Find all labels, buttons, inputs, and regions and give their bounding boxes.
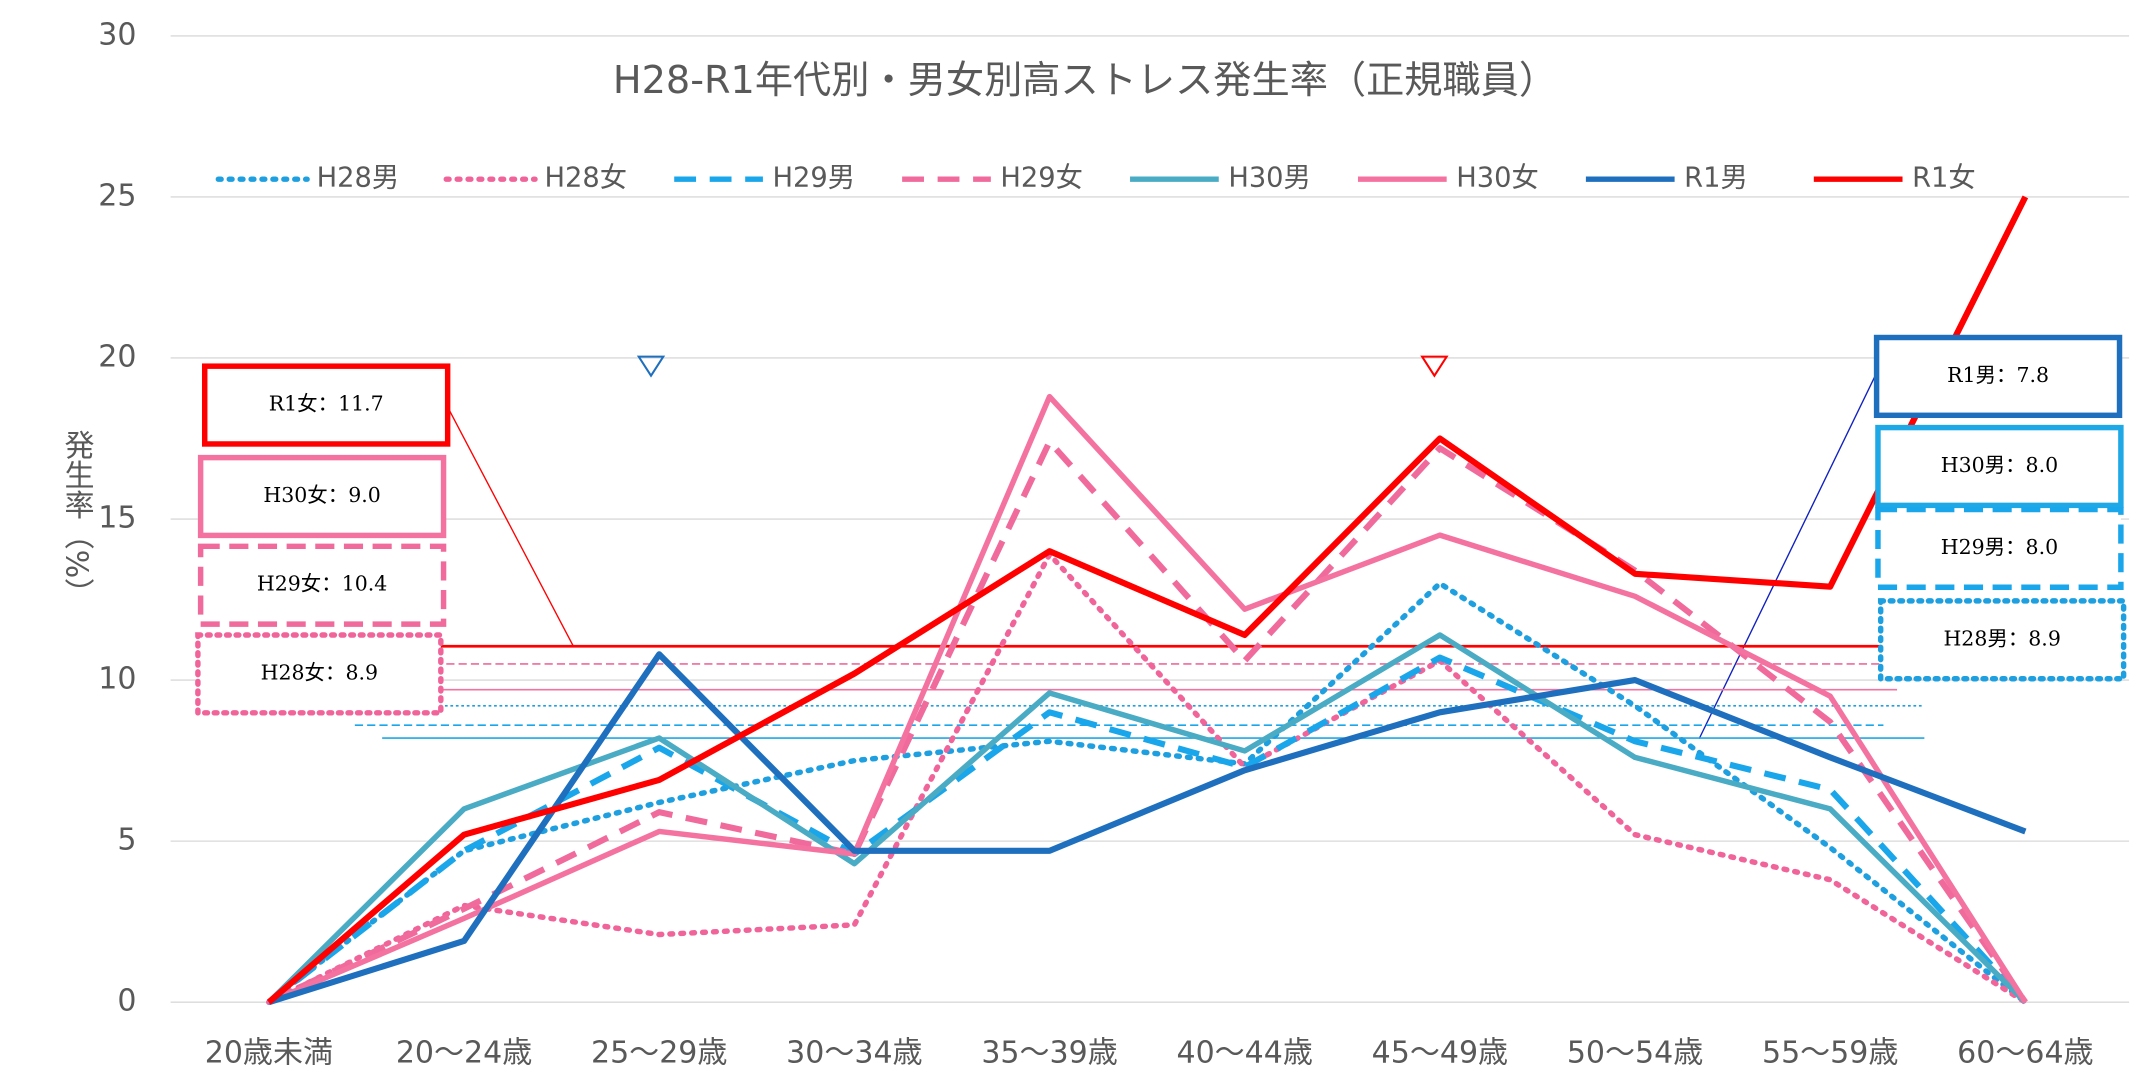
- annotation-text: H28女：8.9: [261, 660, 378, 684]
- x-tick-label: 50～54歳: [1567, 1036, 1703, 1071]
- annotation-text: R1男：7.8: [1947, 363, 2049, 387]
- y-tick-label: 10: [98, 662, 136, 697]
- x-tick-label: 20～24歳: [396, 1036, 532, 1071]
- leader-line: [1698, 375, 1876, 740]
- x-tick-label: 55～59歳: [1762, 1036, 1898, 1071]
- series-line: [267, 651, 2027, 1006]
- marker-triangle: [636, 355, 666, 378]
- annotation-text: H28男：8.9: [1943, 626, 2060, 650]
- legend-label: H29女: [1000, 163, 1083, 194]
- series-line: [266, 632, 2028, 1005]
- y-tick-label: 15: [98, 501, 136, 536]
- legend-label: H28女: [545, 163, 628, 194]
- annotation-text: H30女：9.0: [263, 483, 380, 507]
- annotation-box: [201, 363, 451, 447]
- annotation-box: [195, 632, 444, 716]
- annotation-text: R1女：11.7: [269, 392, 384, 416]
- chart-title: H28-R1年代別・男女別高ストレス発生率（正規職員）: [613, 59, 1557, 103]
- series-line: [266, 195, 2029, 1005]
- legend-label: H28男: [317, 163, 400, 194]
- annotation-box: [1873, 334, 2123, 419]
- legend-label: R1女: [1912, 163, 1976, 194]
- annotation-box: [197, 543, 447, 627]
- annotation-text: H29男：8.0: [1941, 535, 2058, 559]
- x-tick-label: 40～44歳: [1176, 1036, 1312, 1071]
- annotation-text: H30男：8.0: [1941, 453, 2058, 477]
- legend-label: R1男: [1684, 163, 1748, 194]
- x-tick-label: 35～39歳: [981, 1036, 1117, 1071]
- y-tick-label: 5: [117, 823, 136, 858]
- annotation-box: [1875, 424, 2124, 509]
- x-tick-label: 20歳未満: [205, 1036, 333, 1071]
- legend-label: H29男: [772, 163, 855, 194]
- annotation-box: [1875, 506, 2124, 590]
- series-line: [266, 551, 2029, 1005]
- x-tick-label: 60～64歳: [1957, 1036, 2093, 1071]
- x-tick-label: 30～34歳: [786, 1036, 922, 1071]
- annotation-text: H29女：10.4: [257, 572, 387, 596]
- series-line: [266, 580, 2029, 1005]
- leader-line: [445, 404, 574, 647]
- annotation-box: [1877, 598, 2127, 682]
- y-tick-label: 20: [98, 339, 136, 374]
- x-tick-label: 25～29歳: [591, 1036, 727, 1071]
- y-tick-label: 25: [98, 178, 136, 213]
- series-line: [267, 393, 2028, 1005]
- y-tick-label: 30: [98, 17, 136, 52]
- marker-triangle: [1420, 355, 1449, 378]
- y-tick-label: 0: [117, 984, 136, 1019]
- y-axis-label: 発生率（%）: [59, 430, 95, 609]
- x-tick-label: 45～49歳: [1372, 1036, 1508, 1071]
- legend-label: H30男: [1228, 163, 1311, 194]
- legend-label: H30女: [1456, 163, 1539, 194]
- annotation-box: [197, 454, 447, 539]
